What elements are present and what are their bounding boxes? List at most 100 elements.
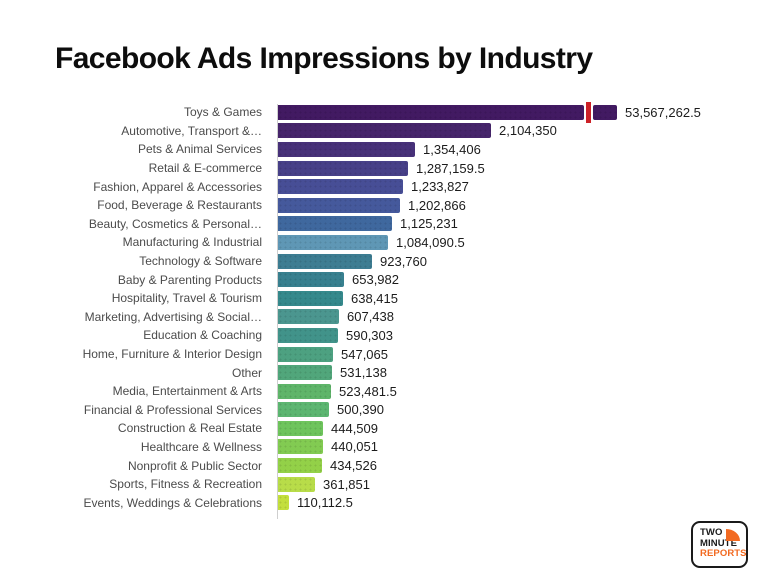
value-label: 638,415 [351, 290, 398, 306]
bar-zone: 531,138 [278, 363, 387, 382]
chart-row: Sports, Fitness & Recreation 361,851 [60, 475, 720, 494]
bar [278, 272, 344, 288]
axis-baseline [277, 104, 278, 519]
chart-row: Beauty, Cosmetics & Personal… 1,125,231 [60, 215, 720, 234]
bar-zone: 361,851 [278, 475, 370, 494]
bar-zone: 1,202,866 [278, 196, 466, 215]
category-label: Financial & Professional Services [83, 402, 262, 417]
bar-chart: Toys & Games 53,567,262.5 Automotive, Tran… [60, 101, 720, 519]
value-label: 444,509 [331, 420, 378, 436]
value-label: 590,303 [346, 327, 393, 343]
bar [278, 402, 329, 418]
value-label: 110,112.5 [297, 495, 353, 511]
value-label: 440,051 [331, 439, 378, 455]
value-label: 2,104,350 [499, 123, 557, 139]
chart-row: Pets & Animal Services 1,354,406 [60, 140, 720, 159]
logo-line-reports: REPORTS [700, 548, 747, 559]
bar-zone: 653,982 [278, 270, 399, 289]
chart-row: Marketing, Advertising & Social… 607,438 [60, 308, 720, 327]
chart-row: Retail & E-commerce 1,287,159.5 [60, 159, 720, 178]
bar [278, 160, 408, 176]
category-label: Pets & Animal Services [137, 142, 262, 157]
chart-row: Toys & Games 53,567,262.5 [60, 101, 720, 123]
value-label: 531,138 [340, 365, 387, 381]
category-label: Healthcare & Wellness [140, 439, 262, 454]
chart-row: Education & Coaching 590,303 [60, 326, 720, 345]
chart-row: Financial & Professional Services 500,390 [60, 401, 720, 420]
bar [278, 458, 322, 474]
bar-zone: 923,760 [278, 252, 427, 271]
bar-zone: 53,567,262.5 [278, 101, 701, 123]
bar [278, 234, 388, 250]
value-label: 53,567,262.5 [625, 104, 701, 120]
bar [278, 346, 333, 362]
category-label: Other [231, 365, 262, 380]
category-label: Hospitality, Travel & Tourism [111, 291, 262, 306]
chart-row: Construction & Real Estate 444,509 [60, 419, 720, 438]
value-label: 923,760 [380, 253, 427, 269]
bar [278, 197, 400, 213]
chart-row: Healthcare & Wellness 440,051 [60, 438, 720, 457]
bar-zone: 1,125,231 [278, 215, 458, 234]
bar [278, 309, 339, 325]
category-label: Construction & Real Estate [117, 421, 262, 436]
category-label: Toys & Games [183, 105, 262, 120]
chart-row: Home, Furniture & Interior Design 547,065 [60, 345, 720, 364]
chart-row: Events, Weddings & Celebrations 110,112.5 [60, 493, 720, 512]
bar-zone: 590,303 [278, 326, 393, 345]
bar-zone: 444,509 [278, 419, 378, 438]
bar-zone: 440,051 [278, 438, 378, 457]
category-label: Manufacturing & Industrial [122, 235, 262, 250]
category-label: Marketing, Advertising & Social… [84, 309, 262, 324]
bar [593, 104, 617, 120]
value-label: 653,982 [352, 272, 399, 288]
value-label: 434,526 [330, 458, 377, 474]
bar [278, 179, 403, 195]
bar-zone: 2,104,350 [278, 122, 557, 141]
value-label: 547,065 [341, 346, 388, 362]
category-label: Technology & Software [139, 254, 262, 269]
category-label: Retail & E-commerce [148, 161, 262, 176]
category-label: Education & Coaching [143, 328, 262, 343]
bar-zone: 1,287,159.5 [278, 159, 485, 178]
bar [278, 141, 415, 157]
bar-zone: 434,526 [278, 456, 377, 475]
value-label: 1,354,406 [423, 141, 481, 157]
value-label: 523,481.5 [339, 383, 397, 399]
value-label: 1,202,866 [408, 197, 466, 213]
logo-line-two: TWO [700, 527, 723, 538]
chart-row: Fashion, Apparel & Accessories 1,233,827 [60, 177, 720, 196]
bar [278, 365, 332, 381]
bar [278, 216, 392, 232]
chart-title: Facebook Ads Impressions by Industry [55, 42, 593, 75]
chart-row: Food, Beverage & Restaurants 1,202,866 [60, 196, 720, 215]
bar [278, 327, 338, 343]
axis-break-marker [586, 101, 591, 123]
chart-row: Other 531,138 [60, 363, 720, 382]
value-label: 361,851 [323, 476, 370, 492]
chart-row: Automotive, Transport &… 2,104,350 [60, 122, 720, 141]
bar [278, 104, 584, 120]
category-label: Fashion, Apparel & Accessories [93, 179, 262, 194]
category-label: Baby & Parenting Products [117, 272, 262, 287]
bar [278, 439, 323, 455]
category-label: Nonprofit & Public Sector [127, 458, 262, 473]
category-label: Home, Furniture & Interior Design [82, 347, 262, 362]
chart-row: Manufacturing & Industrial 1,084,090.5 [60, 233, 720, 252]
chart-row: Baby & Parenting Products 653,982 [60, 270, 720, 289]
chart-row: Hospitality, Travel & Tourism 638,415 [60, 289, 720, 308]
category-label: Automotive, Transport &… [121, 123, 262, 138]
bar-zone: 638,415 [278, 289, 398, 308]
bar [278, 476, 315, 492]
chart-row: Technology & Software 923,760 [60, 252, 720, 271]
bar [278, 290, 343, 306]
value-label: 500,390 [337, 402, 384, 418]
bar [278, 495, 289, 511]
bar-zone: 523,481.5 [278, 382, 397, 401]
category-label: Media, Entertainment & Arts [112, 384, 262, 399]
chart-row: Nonprofit & Public Sector 434,526 [60, 456, 720, 475]
bar-zone: 500,390 [278, 401, 384, 420]
bar-zone: 1,233,827 [278, 177, 469, 196]
bar [278, 123, 491, 139]
